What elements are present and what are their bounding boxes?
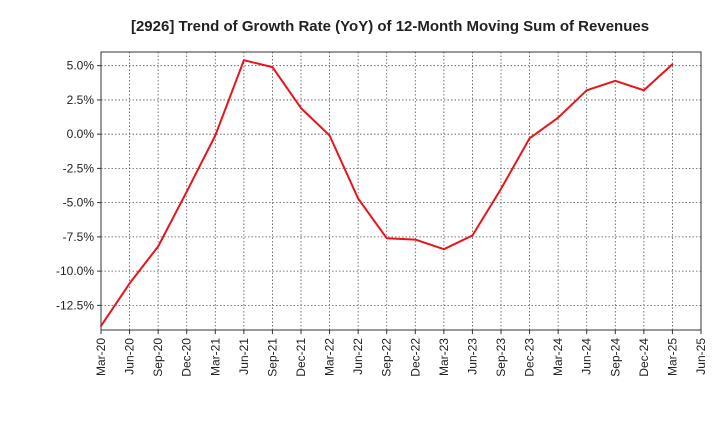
x-tick-label: Dec-21 (294, 338, 308, 377)
x-tick-label: Sep-24 (608, 338, 622, 377)
y-tick-label: 2.5% (67, 93, 95, 107)
y-tick-label: 0.0% (67, 127, 95, 141)
x-tick-label: Jun-23 (465, 338, 479, 375)
x-tick-label: Sep-23 (494, 338, 508, 377)
x-tick-label: Mar-22 (323, 338, 337, 376)
x-tick-label: Dec-24 (637, 338, 651, 377)
x-tick-label: Mar-23 (437, 338, 451, 376)
x-tick-label: Jun-22 (351, 338, 365, 375)
y-tick-label: -7.5% (63, 230, 95, 244)
x-tick-label: Jun-24 (580, 338, 594, 375)
x-tick-label: Sep-22 (380, 338, 394, 377)
x-axis-ticks: Mar-20 Jun-20 Sep-20 Dec-20 Mar-21 Jun-21 Sep-… (94, 338, 708, 377)
y-tick-label: 5.0% (67, 59, 95, 73)
series-layer (100, 59, 674, 327)
chart-title: [2926] Trend of Growth Rate (YoY) of 12-… (131, 18, 649, 35)
x-tick-label: Dec-20 (180, 338, 194, 377)
x-tick-label: Mar-20 (94, 338, 108, 376)
y-tick-label: -5.0% (63, 196, 95, 210)
x-tick-label: Mar-21 (208, 338, 222, 376)
axes (97, 51, 702, 334)
x-tick-label: Sep-21 (265, 338, 279, 377)
x-tick-label: Sep-20 (151, 338, 165, 377)
x-tick-label: Dec-23 (523, 338, 537, 377)
x-tick-label: Jun-25 (694, 338, 708, 375)
x-tick-label: Jun-21 (237, 338, 251, 375)
x-tick-label: Mar-24 (551, 338, 565, 376)
grid (101, 52, 701, 330)
x-tick-label: Mar-25 (665, 338, 679, 376)
y-axis-ticks: 5.0% 2.5% 0.0% -2.5% -5.0% -7.5% -10.0% -12.5% (56, 59, 94, 313)
x-tick-label: Jun-20 (123, 338, 137, 375)
y-tick-label: -12.5% (56, 298, 94, 312)
y-tick-label: -2.5% (63, 161, 95, 175)
x-tick-label: Dec-22 (408, 338, 422, 377)
series-line (100, 59, 674, 327)
y-tick-label: -10.0% (56, 264, 94, 278)
plot-frame (100, 51, 702, 331)
